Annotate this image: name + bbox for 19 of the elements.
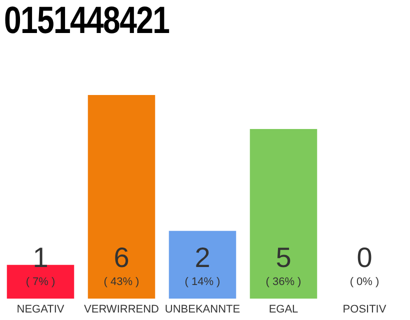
annotation: ( 36% ) xyxy=(266,276,302,288)
annotation: ( 43% ) xyxy=(104,276,140,288)
x-tick-label: EGAL xyxy=(268,303,298,316)
x-tick-label: NEGATIV xyxy=(16,303,65,316)
data-label: 2 xyxy=(194,242,210,273)
annotation: ( 14% ) xyxy=(184,276,220,288)
bar xyxy=(168,230,236,299)
x-tick-label: UNBEKANNTE xyxy=(164,303,240,316)
data-label: 0 xyxy=(356,242,372,273)
annotation: ( 0% ) xyxy=(350,276,380,288)
chart-title: 0151448421 xyxy=(4,0,170,43)
annotation: ( 7% ) xyxy=(26,276,56,288)
x-tick-label: POSITIV xyxy=(342,303,387,316)
data-label: 5 xyxy=(276,242,292,273)
bar xyxy=(88,95,156,299)
bar xyxy=(250,128,318,299)
data-label: 1 xyxy=(32,242,48,273)
data-label: 6 xyxy=(114,242,130,273)
x-tick-label: VERWIRREND xyxy=(84,303,160,316)
